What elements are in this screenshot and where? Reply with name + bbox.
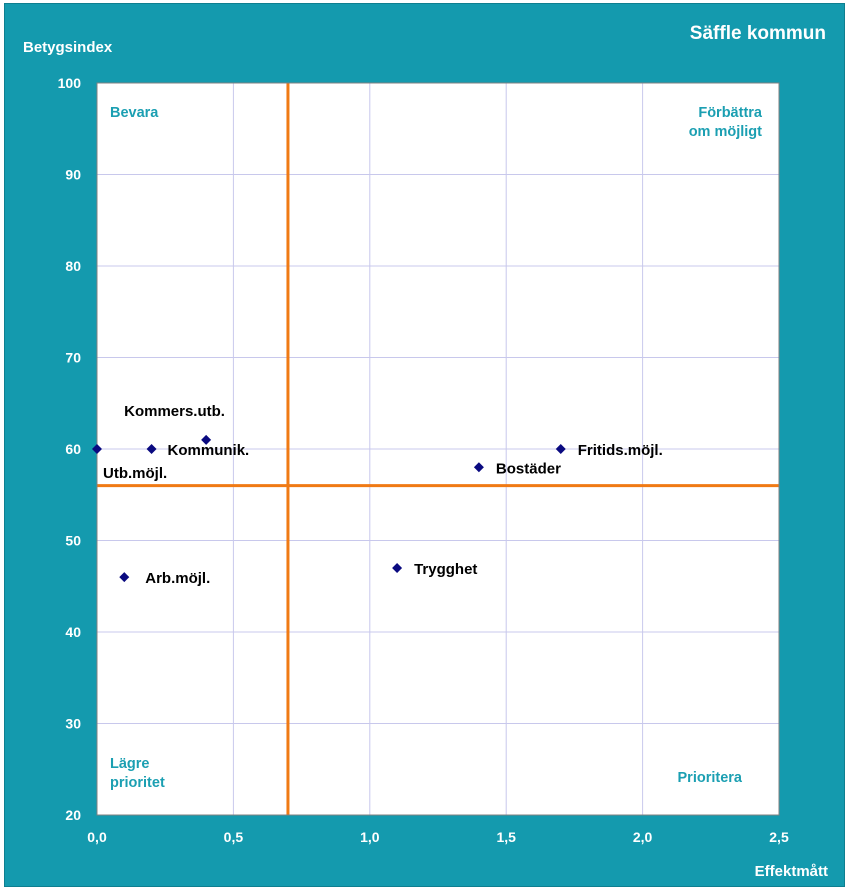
quadrant-label-bottom-left: prioritet	[110, 775, 165, 791]
data-point-marker	[555, 444, 566, 454]
quadrant-labels: Bevara Förbättra om möjligt Lägre prioritet P…	[110, 105, 763, 791]
y-tick-label: 80	[65, 258, 81, 274]
x-tick-label: 2,0	[633, 829, 653, 845]
y-tick-label: 90	[65, 167, 81, 183]
y-tick-label: 20	[65, 807, 81, 823]
reference-lines	[97, 83, 779, 815]
quadrant-label-top-left: Bevara	[110, 105, 159, 121]
data-points: Utb.möjl.Kommunik. Kommers.utb. Arb.möjl. T…	[92, 403, 663, 587]
data-point-label: Kommers.utb.	[124, 403, 225, 420]
data-point-label: Fritids.möjl.	[578, 442, 663, 459]
data-point-marker	[473, 462, 484, 473]
x-tick-label: 1,5	[496, 829, 516, 845]
x-tick-label: 2,5	[769, 829, 789, 845]
y-axis-label: Betygsindex	[23, 39, 113, 56]
x-tick-label: 1,0	[360, 829, 380, 845]
quadrant-label-top-right: om möjligt	[689, 124, 762, 140]
y-tick-label: 30	[65, 716, 81, 732]
y-tick-labels: 20 30 40 50 60 70 80 90 100	[58, 75, 82, 823]
chart-title: Säffle kommun	[690, 23, 826, 44]
y-tick-label: 50	[65, 533, 81, 549]
y-tick-label: 60	[65, 441, 81, 457]
data-point-marker	[392, 562, 403, 573]
data-point-label: Kommunik.	[168, 442, 250, 459]
quadrant-label-top-right: Förbättra	[698, 105, 763, 121]
y-tick-label: 70	[65, 350, 81, 366]
data-point-label: Trygghet	[414, 561, 477, 578]
x-tick-label: 0,5	[224, 829, 244, 845]
data-point-label: Bostäder	[496, 460, 561, 477]
x-tick-label: 0,0	[87, 829, 107, 845]
data-point-marker	[92, 444, 102, 454]
quadrant-label-bottom-right: Prioritera	[678, 770, 743, 786]
data-point-marker	[146, 444, 157, 454]
data-point-marker	[201, 434, 212, 445]
y-tick-label: 40	[65, 624, 81, 640]
quadrant-label-bottom-left: Lägre	[110, 756, 150, 772]
x-axis-label: Effektmått	[755, 863, 828, 880]
data-point-label: Utb.möjl.	[103, 465, 167, 482]
x-tick-labels: 0,0 0,5 1,0 1,5 2,0 2,5	[87, 829, 789, 845]
y-tick-label: 100	[58, 75, 82, 91]
data-point-label: Arb.möjl.	[145, 570, 210, 587]
data-point-marker	[119, 572, 130, 583]
